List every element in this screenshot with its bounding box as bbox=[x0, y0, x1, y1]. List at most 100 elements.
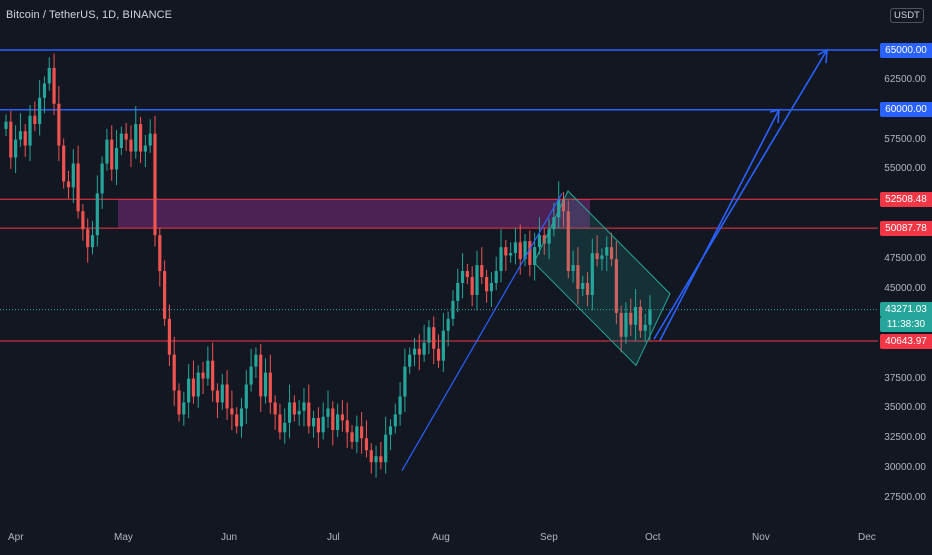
supply-zone bbox=[118, 199, 590, 229]
candle-body bbox=[254, 354, 258, 367]
level-price-tag: 60000.00 bbox=[880, 102, 932, 118]
candle-body bbox=[158, 235, 162, 272]
projection-arrowhead bbox=[769, 108, 780, 123]
projection-arrow bbox=[659, 109, 780, 341]
candle-body bbox=[138, 124, 143, 152]
time-tick-label: Jun bbox=[221, 532, 238, 543]
candle-body bbox=[114, 147, 119, 170]
candle-body bbox=[52, 67, 56, 104]
candle-body bbox=[494, 271, 498, 283]
candle-body bbox=[388, 426, 393, 435]
candle-body bbox=[331, 408, 335, 430]
candle-body bbox=[148, 133, 152, 146]
candle-body bbox=[590, 253, 594, 295]
time-tick-label: Sep bbox=[540, 532, 558, 543]
time-tick-label: Apr bbox=[8, 532, 24, 543]
candle-body bbox=[355, 426, 359, 442]
candle-body bbox=[369, 450, 373, 463]
candle-body bbox=[187, 378, 191, 403]
projection-arrow bbox=[653, 49, 828, 340]
currency-badge[interactable]: USDT bbox=[890, 8, 924, 23]
candle-body bbox=[162, 271, 167, 319]
price-tick-label: 45000.00 bbox=[884, 282, 926, 294]
candle-body bbox=[408, 354, 412, 367]
candle-body bbox=[110, 139, 114, 170]
candle-body bbox=[533, 247, 537, 266]
candle-body bbox=[235, 414, 239, 427]
candle-body bbox=[81, 211, 85, 230]
candle-body bbox=[9, 121, 13, 158]
candle-body bbox=[638, 306, 642, 331]
candle-body bbox=[230, 408, 234, 415]
candle-body bbox=[239, 408, 244, 427]
candle-body bbox=[432, 327, 436, 349]
candle-body bbox=[42, 83, 47, 98]
candle-body bbox=[581, 282, 585, 289]
candle-body bbox=[561, 199, 566, 212]
candle-body bbox=[206, 360, 210, 379]
candle-body bbox=[177, 390, 181, 415]
candle-body bbox=[105, 139, 109, 164]
candle-body bbox=[100, 163, 104, 194]
candle-body bbox=[345, 420, 349, 433]
candle-body bbox=[350, 432, 354, 442]
candle-body bbox=[605, 247, 609, 256]
candle-body bbox=[465, 271, 469, 278]
price-tick-label: 35000.00 bbox=[884, 402, 926, 414]
time-tick-label: Nov bbox=[752, 532, 770, 543]
candle-body bbox=[33, 115, 37, 125]
candle-body bbox=[191, 378, 196, 397]
candle-body bbox=[62, 145, 66, 182]
candle-body bbox=[480, 265, 484, 278]
price-tick-label: 30000.00 bbox=[884, 462, 926, 474]
level-price-tag: 50087.78 bbox=[880, 220, 932, 236]
candle-body bbox=[273, 402, 277, 415]
candle-body bbox=[134, 124, 138, 152]
candle-body bbox=[302, 402, 306, 411]
candle-body bbox=[57, 103, 61, 146]
candle-body bbox=[336, 414, 340, 430]
candle-body bbox=[441, 330, 445, 361]
candle-body bbox=[436, 348, 441, 361]
candle-body bbox=[28, 115, 32, 146]
candle-body bbox=[47, 67, 51, 84]
candle-body bbox=[504, 247, 508, 256]
symbol-title[interactable]: Bitcoin / TetherUS, 1D, BINANCE bbox=[6, 9, 173, 21]
candle-body bbox=[648, 309, 652, 325]
price-tick-label: 62500.00 bbox=[884, 73, 926, 85]
candle-body bbox=[38, 97, 42, 125]
price-tick-label: 47500.00 bbox=[884, 253, 926, 265]
time-tick-label: Dec bbox=[858, 532, 876, 543]
price-tick-label: 55000.00 bbox=[884, 163, 926, 175]
candle-body bbox=[292, 402, 296, 415]
candle-body bbox=[215, 390, 220, 403]
candle-body bbox=[153, 133, 157, 236]
candle-body bbox=[76, 163, 80, 212]
candle-body bbox=[403, 366, 407, 397]
candle-body bbox=[374, 456, 378, 463]
candle-body bbox=[259, 354, 263, 397]
candle-body bbox=[557, 199, 561, 218]
candle-body bbox=[412, 348, 417, 355]
candle-body bbox=[384, 434, 388, 463]
candle-body bbox=[528, 241, 532, 266]
bear-channel bbox=[533, 190, 671, 367]
candle-body bbox=[537, 235, 542, 248]
candle-body bbox=[595, 253, 599, 260]
candle-body bbox=[398, 396, 402, 415]
level-price-tag: 40643.97 bbox=[880, 333, 932, 349]
price-tick-label: 37500.00 bbox=[884, 372, 926, 384]
projection-arrowhead bbox=[817, 48, 828, 64]
price-tick-label: 27500.00 bbox=[884, 492, 926, 504]
price-tick-label: 57500.00 bbox=[884, 133, 926, 145]
candle-body bbox=[340, 414, 345, 421]
candle-body bbox=[643, 324, 647, 331]
candle-body bbox=[484, 277, 489, 292]
candle-body bbox=[23, 131, 27, 146]
candle-body bbox=[220, 384, 224, 403]
candle-body bbox=[629, 312, 633, 325]
candle-body bbox=[518, 242, 522, 260]
candle-body bbox=[283, 422, 287, 433]
